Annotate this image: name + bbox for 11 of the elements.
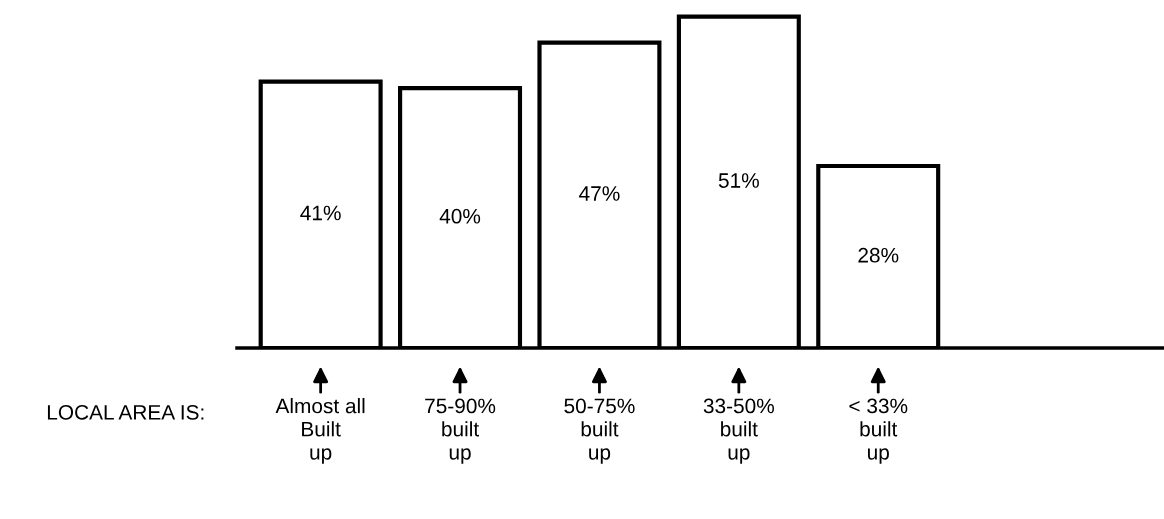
x-tick-label: < 33% built up	[849, 398, 908, 464]
data-label: 47%	[579, 186, 620, 201]
x-tick-label: Almost all Built up	[275, 398, 365, 464]
x-tick-label: 50-75% built up	[564, 398, 635, 464]
x-tick-label: 33-50% built up	[703, 398, 774, 464]
x-tick-label: 75-90% built up	[425, 398, 496, 464]
data-label: 40%	[439, 208, 481, 224]
data-label: 28%	[858, 247, 899, 263]
x-axis-title: LOCAL AREA IS:	[47, 404, 204, 420]
data-label: 41%	[300, 205, 341, 221]
data-label: 51%	[718, 173, 759, 188]
